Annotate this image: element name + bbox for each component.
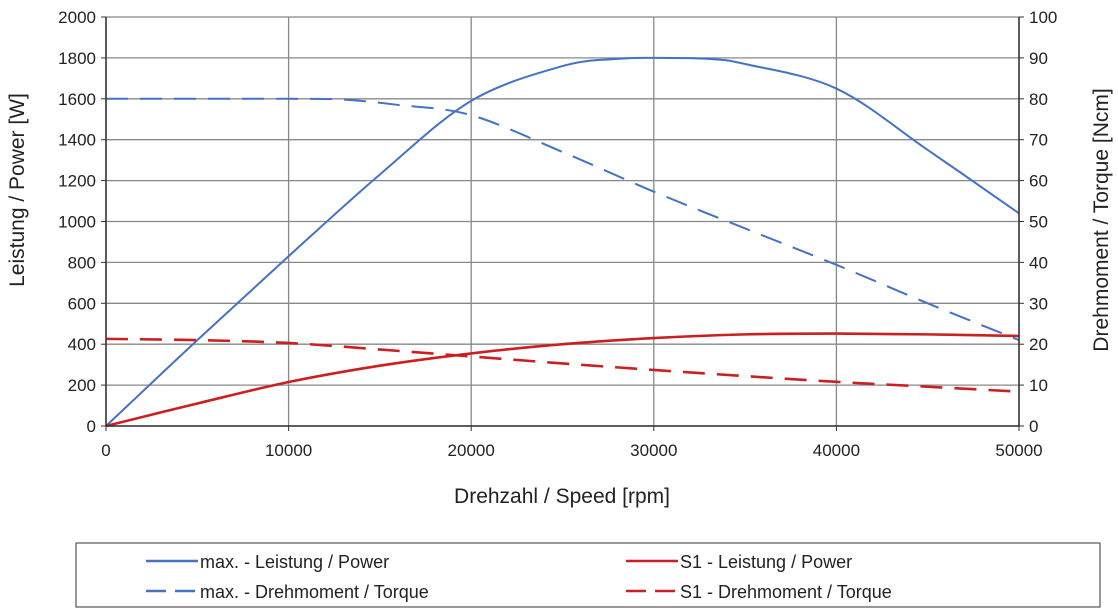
y-tick-label: 800 [68,253,96,272]
series-line-3 [105,332,1020,428]
x-tick-label: 20000 [448,441,495,460]
y2-tick-label: 90 [1029,49,1048,68]
legend-label-1: max. - Leistung / Power [200,552,389,572]
y-tick-label: 400 [68,335,96,354]
y-tick-label: 2000 [58,8,96,27]
x-tick-label: 10000 [265,441,312,460]
y2-tick-label: 80 [1029,90,1048,109]
y-tick-label: 1800 [58,49,96,68]
y2-tick-label: 30 [1029,294,1048,313]
series-line-4 [105,337,1020,393]
y-tick-label: 1200 [58,172,96,191]
y2-tick-label: 0 [1029,417,1038,436]
x-tick-label: 40000 [813,441,860,460]
y-tick-label: 1600 [58,90,96,109]
y2-axis-label: Drehmoment / Torque [Ncm] [1090,88,1113,351]
y2-tick-label: 50 [1029,213,1048,232]
series-lines [105,56,1020,428]
y-tick-label: 1400 [58,131,96,150]
x-tick-label: 30000 [630,441,677,460]
y2-tick-label: 10 [1029,376,1048,395]
x-tick-label: 0 [101,441,110,460]
x-axis-label: Drehzahl / Speed [rpm] [454,485,670,508]
y-tick-label: 1000 [58,213,96,232]
x-tick-label: 50000 [995,441,1042,460]
series-line-2 [105,97,1020,342]
y-tick-label: 600 [68,294,96,313]
y-tick-label: 0 [87,417,96,436]
legend-label-2: max. - Drehmoment / Torque [200,582,429,602]
y-tick-label: 200 [68,376,96,395]
y2-tick-label: 20 [1029,335,1048,354]
y-axis-label: Leistung / Power [W] [6,93,29,287]
legend-label-4: S1 - Drehmoment / Torque [680,582,892,602]
y2-tick-label: 70 [1029,131,1048,150]
series-line-1 [105,56,1020,427]
y2-tick-label: 100 [1029,8,1057,27]
legend-box [75,542,1101,608]
y2-tick-label: 60 [1029,172,1048,191]
y2-tick-label: 40 [1029,253,1048,272]
legend: max. - Leistung / Power max. - Drehmoment… [146,552,892,602]
legend-label-3: S1 - Leistung / Power [680,552,852,572]
